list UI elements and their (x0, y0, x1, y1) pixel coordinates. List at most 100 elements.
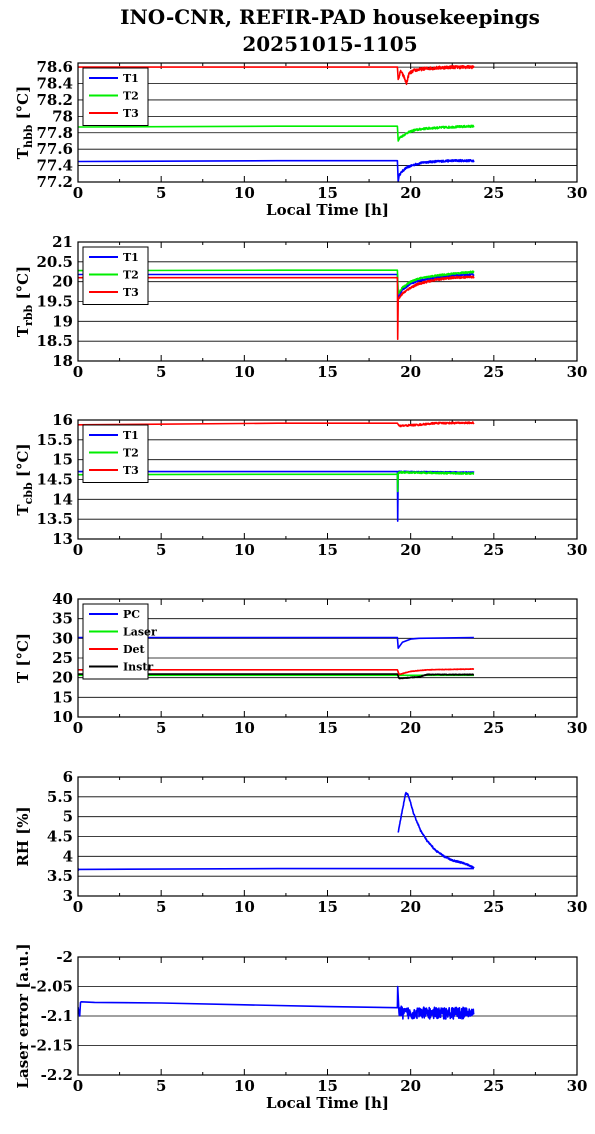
y-tick-label: 25 (52, 649, 73, 667)
x-tick-label: 30 (567, 363, 588, 381)
legend-label: T1 (123, 72, 139, 85)
plot-frame (78, 63, 577, 182)
legend: T1 T2 T3 (83, 425, 148, 483)
series-group (78, 987, 474, 1019)
y-tick-label: 77.8 (36, 124, 73, 142)
x-tick-label: 10 (234, 184, 255, 202)
y-axis-label-unit: [°C] (14, 266, 32, 305)
x-tick-label: 15 (317, 541, 338, 559)
y-tick-label: 15 (52, 688, 73, 706)
y-tick-label: -2 (56, 948, 73, 966)
series-group (78, 793, 474, 871)
y-axis-label-main: RH [%] (14, 806, 32, 866)
x-tick-label: 20 (400, 1077, 421, 1095)
y-axis-label-subscript: cbb (22, 482, 35, 504)
y-tick-label: 40 (52, 590, 73, 608)
y-tick-label: -2.2 (41, 1066, 73, 1084)
x-tick-label: 10 (234, 719, 255, 737)
y-axis-label: T [°C] (14, 633, 32, 683)
x-tick-label: 15 (317, 363, 338, 381)
y-tick-label: 78.6 (36, 58, 73, 76)
y-tick-label: 4 (63, 847, 73, 865)
x-tick-label: 20 (400, 363, 421, 381)
legend-label: T1 (123, 251, 139, 264)
series-line (78, 160, 474, 182)
y-axis-label: Trbb [°C] (14, 266, 35, 337)
y-tick-label: 78.4 (36, 75, 73, 93)
x-tick-label: 10 (234, 541, 255, 559)
y-axis-label: Laser error [a.u.] (14, 943, 32, 1088)
y-tick-label: 3.5 (47, 867, 73, 885)
series-line (78, 987, 474, 1019)
x-tick-label: 15 (317, 898, 338, 916)
panel-4: 0 5 10 15 20 25 3010152025303540PCLaserDetInst… (14, 590, 587, 737)
series-line (398, 793, 474, 869)
legend-label: Instr (123, 661, 153, 674)
y-tick-label: 6 (63, 768, 73, 786)
y-axis-label-subscript: hbb (22, 124, 35, 148)
legend-label: T1 (123, 429, 139, 442)
y-tick-label: 35 (52, 610, 73, 628)
y-tick-label: 5 (63, 808, 73, 826)
panel-6: 0 5 10 15 20 25 30-2.2-2.15-2.1-2.05-2Laser er… (14, 943, 587, 1112)
y-tick-label: 4.5 (47, 828, 73, 846)
y-tick-label: 16 (52, 411, 73, 429)
y-tick-label: 78 (52, 107, 73, 125)
y-tick-label: 20.5 (36, 253, 73, 271)
x-tick-label: 30 (567, 1077, 588, 1095)
y-axis-label-main: Laser error [a.u.] (14, 943, 32, 1088)
x-tick-label: 25 (483, 719, 504, 737)
legend-label: T2 (123, 269, 139, 282)
panel-5: 0 5 10 15 20 25 30 3 3.5 44.5 5 5.5 6 RH [%] (14, 768, 587, 916)
x-tick-label: 0 (73, 541, 83, 559)
y-tick-label: 19.5 (36, 293, 73, 311)
x-tick-label: 5 (156, 898, 166, 916)
y-tick-label: 5.5 (47, 788, 73, 806)
x-tick-label: 0 (73, 184, 83, 202)
x-tick-label: 25 (483, 184, 504, 202)
y-axis-label-unit: [°C] (14, 86, 32, 125)
y-axis-label-subscript: rbb (22, 304, 35, 325)
y-tick-label: 77.2 (36, 173, 73, 191)
x-tick-label: 5 (156, 1077, 166, 1095)
x-tick-label: 25 (483, 898, 504, 916)
x-tick-label: 15 (317, 1077, 338, 1095)
y-axis-label: Tcbb [°C] (14, 443, 35, 515)
x-tick-label: 20 (400, 184, 421, 202)
x-tick-label: 10 (234, 1077, 255, 1095)
y-tick-label: -2.15 (30, 1037, 73, 1055)
y-tick-label: 15.5 (36, 431, 73, 449)
x-tick-label: 30 (567, 719, 588, 737)
legend-label: Det (123, 643, 146, 656)
y-tick-label: 13 (52, 530, 73, 548)
y-tick-label: 18.5 (36, 332, 73, 350)
y-tick-label: 13.5 (36, 510, 73, 528)
y-axis-label-unit: [°C] (14, 443, 32, 482)
legend-label: T3 (123, 464, 139, 477)
y-tick-label: -2.1 (41, 1007, 73, 1025)
x-axis-label: Local Time [h] (266, 201, 389, 219)
y-tick-label: 3 (63, 887, 73, 905)
x-tick-label: 20 (400, 898, 421, 916)
y-tick-label: 20 (52, 669, 73, 687)
legend: T1 T2 T3 (83, 68, 148, 126)
x-tick-label: 5 (156, 541, 166, 559)
y-tick-label: 14.5 (36, 471, 73, 489)
series-line (78, 125, 474, 141)
series-line (78, 868, 474, 870)
y-tick-label: 15 (52, 451, 73, 469)
x-tick-label: 0 (73, 1077, 83, 1095)
x-tick-label: 0 (73, 898, 83, 916)
x-tick-label: 20 (400, 719, 421, 737)
x-tick-label: 15 (317, 719, 338, 737)
y-tick-label: 20 (52, 273, 73, 291)
legend-label: T3 (123, 107, 139, 120)
x-tick-label: 25 (483, 1077, 504, 1095)
x-tick-label: 30 (567, 898, 588, 916)
legend-label: T3 (123, 286, 139, 299)
legend: PC Laser Det Instr (83, 604, 157, 679)
y-tick-label: 30 (52, 629, 73, 647)
